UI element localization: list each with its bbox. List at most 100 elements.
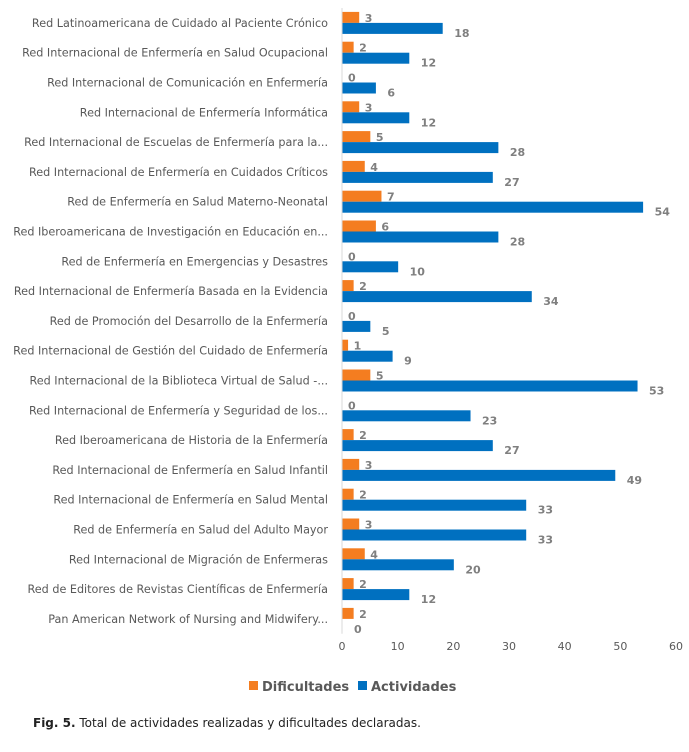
data-label-actividades: 6 <box>387 87 395 100</box>
bar-chart: Red Latinoamericana de Cuidado al Pacien… <box>13 8 684 695</box>
bar-actividades <box>342 499 527 511</box>
bar-actividades <box>342 142 499 154</box>
data-label-actividades: 28 <box>510 146 525 159</box>
bar-actividades <box>342 529 527 541</box>
bar-actividades <box>342 469 616 481</box>
data-label-dificultades: 2 <box>359 608 367 621</box>
data-label-dificultades: 3 <box>365 459 373 472</box>
data-label-actividades: 34 <box>543 295 559 308</box>
category-label: Red de Enfermería en Salud Materno-Neona… <box>67 196 328 209</box>
category-label: Red Internacional de Enfermería en Salud… <box>52 464 328 477</box>
category-label: Pan American Network of Nursing and Midw… <box>48 613 328 626</box>
x-tick-label: 60 <box>669 640 683 653</box>
data-label-dificultades: 3 <box>365 12 373 25</box>
category-label: Red Internacional de Migración de Enferm… <box>69 553 328 566</box>
data-label-actividades: 12 <box>421 593 436 606</box>
category-labels: Red Latinoamericana de Cuidado al Pacien… <box>13 17 328 626</box>
bar-actividades <box>342 112 410 124</box>
data-label-dificultades: 7 <box>387 191 395 204</box>
data-label-actividades: 5 <box>382 325 390 338</box>
x-tick-label: 50 <box>613 640 627 653</box>
legend-label-actividades: Actividades <box>371 680 457 695</box>
figure-caption: Fig. 5. Total de actividades realizadas … <box>33 716 421 730</box>
x-tick-label: 0 <box>339 640 346 653</box>
data-label-actividades: 20 <box>465 563 481 576</box>
bar-actividades <box>342 291 532 303</box>
data-label-dificultades: 4 <box>370 548 378 561</box>
bar-actividades <box>342 589 410 601</box>
category-label: Red Latinoamericana de Cuidado al Pacien… <box>32 17 328 30</box>
bar-actividades <box>342 350 393 362</box>
category-label: Red de Editores de Revistas Científicas … <box>28 583 328 596</box>
bar-actividades <box>342 52 410 64</box>
x-tick-label: 10 <box>391 640 405 653</box>
bar-actividades <box>342 201 644 213</box>
bar-dificultades <box>342 518 360 530</box>
data-label-dificultades: 3 <box>365 101 373 114</box>
category-label: Red de Promoción del Desarrollo de la En… <box>50 315 328 328</box>
x-tick-label: 20 <box>446 640 460 653</box>
category-label: Red Internacional de Enfermería en Cuida… <box>29 166 328 179</box>
bar-actividades <box>342 320 371 332</box>
bar-actividades <box>342 380 638 392</box>
data-label-actividades: 18 <box>454 27 469 40</box>
bar-actividades <box>342 261 399 273</box>
data-label-actividades: 9 <box>404 355 412 368</box>
bar-dificultades <box>342 369 371 381</box>
data-labels: 3182120631252842775462801023405195530232… <box>348 12 670 636</box>
category-label: Red Internacional de Comunicación en Enf… <box>47 77 328 90</box>
bar-actividades <box>342 22 443 34</box>
bars <box>342 11 644 619</box>
bar-dificultades <box>342 429 354 441</box>
data-label-dificultades: 2 <box>359 280 367 293</box>
bar-dificultades <box>342 607 354 619</box>
bar-dificultades <box>342 548 365 560</box>
bar-dificultades <box>342 220 376 232</box>
data-label-actividades: 49 <box>627 474 642 487</box>
data-label-dificultades: 6 <box>381 221 389 234</box>
data-label-dificultades: 2 <box>359 489 367 502</box>
data-label-actividades: 23 <box>482 414 497 427</box>
x-tick-label: 30 <box>502 640 516 653</box>
bar-actividades <box>342 82 376 94</box>
bar-dificultades <box>342 280 354 292</box>
x-tick-label: 40 <box>558 640 572 653</box>
data-label-dificultades: 2 <box>359 578 367 591</box>
data-label-dificultades: 0 <box>348 310 356 323</box>
data-label-dificultades: 5 <box>376 370 384 383</box>
category-label: Red Internacional de la Biblioteca Virtu… <box>29 375 328 388</box>
category-label: Red Iberoamericana de Historia de la Enf… <box>55 434 328 447</box>
data-label-dificultades: 0 <box>348 250 356 263</box>
data-label-dificultades: 0 <box>348 399 356 412</box>
data-label-dificultades: 1 <box>354 340 362 353</box>
category-label: Red Iberoamericana de Investigación en E… <box>13 226 328 239</box>
bar-dificultades <box>342 458 360 470</box>
category-label: Red Internacional de Gestión del Cuidado… <box>13 345 328 358</box>
bar-dificultades <box>342 41 354 53</box>
data-label-actividades: 33 <box>538 534 553 547</box>
data-label-actividades: 27 <box>504 444 519 457</box>
x-axis-ticks: 0 10 20 30 40 50 60 <box>339 640 684 653</box>
legend: Dificultades Actividades <box>249 680 457 695</box>
bar-actividades <box>342 440 493 452</box>
data-label-actividades: 10 <box>410 265 426 278</box>
bar-dificultades <box>342 339 349 351</box>
data-label-dificultades: 2 <box>359 42 367 55</box>
bar-actividades <box>342 559 454 571</box>
bar-actividades <box>342 410 471 422</box>
data-label-actividades: 53 <box>649 385 664 398</box>
data-label-actividades: 54 <box>655 206 671 219</box>
bar-dificultades <box>342 578 354 590</box>
legend-label-dificultades: Dificultades <box>262 680 349 695</box>
data-label-dificultades: 3 <box>365 519 373 532</box>
category-label: Red de Enfermería en Salud del Adulto Ma… <box>73 524 328 537</box>
bar-dificultades <box>342 488 354 500</box>
data-label-dificultades: 0 <box>348 72 356 85</box>
bar-actividades <box>342 171 493 183</box>
data-label-dificultades: 5 <box>376 131 384 144</box>
figure-caption-text: Total de actividades realizadas y dificu… <box>75 716 421 730</box>
category-label: Red Internacional de Enfermería en Salud… <box>53 494 328 507</box>
data-label-actividades: 12 <box>421 57 436 70</box>
category-label: Red de Enfermería en Emergencias y Desas… <box>61 255 328 268</box>
figure-number: Fig. 5. <box>33 716 76 730</box>
